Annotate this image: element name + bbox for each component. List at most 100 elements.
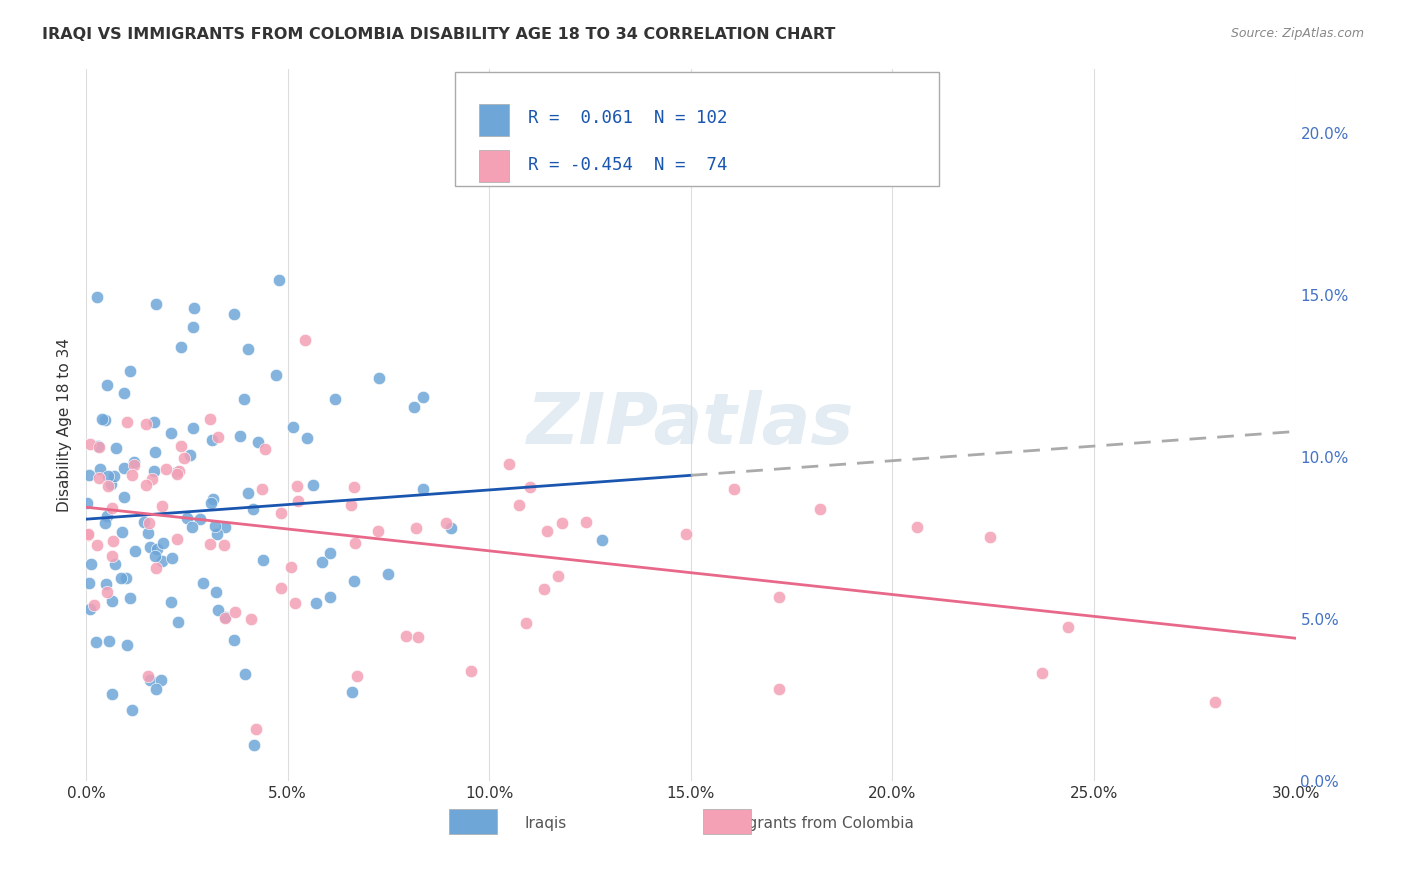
Y-axis label: Disability Age 18 to 34: Disability Age 18 to 34 (58, 338, 72, 512)
Immigrants from Colombia (285, 479, 308, 493)
Immigrants from Colombia (287, 493, 309, 508)
Iraqis (166, 615, 188, 630)
Immigrants from Colombia (551, 516, 574, 531)
Immigrants from Colombia (122, 458, 145, 473)
Iraqis (152, 554, 174, 568)
Immigrants from Colombia (245, 723, 267, 737)
Iraqis (114, 571, 136, 585)
Iraqis (97, 469, 120, 483)
Iraqis (86, 440, 108, 454)
Iraqis (402, 401, 425, 415)
Iraqis (204, 584, 226, 599)
Immigrants from Colombia (533, 582, 555, 596)
Iraqis (323, 392, 346, 406)
Iraqis (207, 603, 229, 617)
Iraqis (319, 546, 342, 560)
Immigrants from Colombia (200, 412, 222, 426)
Immigrants from Colombia (343, 536, 366, 550)
Iraqis (181, 320, 204, 334)
Immigrants from Colombia (96, 585, 118, 599)
Immigrants from Colombia (808, 501, 831, 516)
Iraqis (152, 536, 174, 550)
Immigrants from Colombia (768, 591, 790, 605)
Iraqis (176, 511, 198, 525)
Iraqis (145, 542, 167, 557)
Iraqis (183, 301, 205, 316)
Iraqis (340, 685, 363, 699)
Iraqis (77, 467, 100, 482)
Immigrants from Colombia (86, 538, 108, 552)
Immigrants from Colombia (89, 440, 111, 454)
Iraqis (412, 390, 434, 404)
Iraqis (76, 496, 98, 510)
Iraqis (138, 673, 160, 688)
Text: Immigrants from Colombia: Immigrants from Colombia (710, 816, 914, 831)
Immigrants from Colombia (207, 430, 229, 444)
Iraqis (170, 340, 193, 354)
Iraqis (440, 521, 463, 535)
Immigrants from Colombia (367, 524, 389, 538)
Iraqis (179, 449, 201, 463)
Iraqis (160, 550, 183, 565)
Text: R =  0.061  N = 102: R = 0.061 N = 102 (527, 110, 727, 128)
Iraqis (143, 549, 166, 563)
Immigrants from Colombia (97, 478, 120, 492)
Iraqis (136, 525, 159, 540)
Immigrants from Colombia (1031, 666, 1053, 681)
Iraqis (201, 434, 224, 448)
Iraqis (305, 596, 328, 610)
Immigrants from Colombia (101, 533, 124, 548)
FancyBboxPatch shape (479, 104, 509, 136)
Iraqis (112, 461, 135, 475)
Immigrants from Colombia (135, 417, 157, 431)
Immigrants from Colombia (434, 516, 457, 530)
Text: R = -0.454  N =  74: R = -0.454 N = 74 (527, 156, 727, 174)
Immigrants from Colombia (250, 482, 273, 496)
Immigrants from Colombia (253, 442, 276, 457)
Iraqis (377, 566, 399, 581)
Immigrants from Colombia (284, 596, 307, 610)
Iraqis (122, 455, 145, 469)
Iraqis (368, 371, 391, 385)
Iraqis (311, 555, 333, 569)
Iraqis (80, 557, 103, 571)
Iraqis (98, 633, 121, 648)
Iraqis (117, 638, 139, 652)
Iraqis (142, 464, 165, 478)
Iraqis (112, 490, 135, 504)
Immigrants from Colombia (87, 471, 110, 485)
Iraqis (84, 635, 107, 649)
Iraqis (242, 501, 264, 516)
Immigrants from Colombia (76, 528, 98, 542)
Iraqis (412, 482, 434, 496)
Iraqis (100, 477, 122, 491)
Immigrants from Colombia (141, 472, 163, 486)
FancyBboxPatch shape (479, 151, 509, 183)
Iraqis (204, 519, 226, 533)
Immigrants from Colombia (270, 582, 292, 596)
Immigrants from Colombia (145, 561, 167, 575)
Immigrants from Colombia (135, 478, 157, 492)
Immigrants from Colombia (121, 468, 143, 483)
Immigrants from Colombia (519, 480, 541, 494)
Immigrants from Colombia (138, 669, 160, 683)
Immigrants from Colombia (406, 630, 429, 644)
Text: Source: ZipAtlas.com: Source: ZipAtlas.com (1230, 27, 1364, 40)
Immigrants from Colombia (280, 560, 302, 574)
Iraqis (159, 425, 181, 440)
Immigrants from Colombia (76, 526, 98, 541)
Iraqis (200, 496, 222, 510)
Immigrants from Colombia (214, 611, 236, 625)
Immigrants from Colombia (574, 516, 596, 530)
Immigrants from Colombia (979, 530, 1001, 544)
Immigrants from Colombia (239, 611, 262, 625)
Iraqis (93, 516, 115, 530)
Immigrants from Colombia (138, 516, 160, 531)
Iraqis (94, 577, 117, 591)
Immigrants from Colombia (166, 533, 188, 547)
Iraqis (79, 602, 101, 616)
Iraqis (214, 520, 236, 534)
Immigrants from Colombia (101, 549, 124, 563)
Iraqis (222, 308, 245, 322)
Immigrants from Colombia (101, 500, 124, 515)
